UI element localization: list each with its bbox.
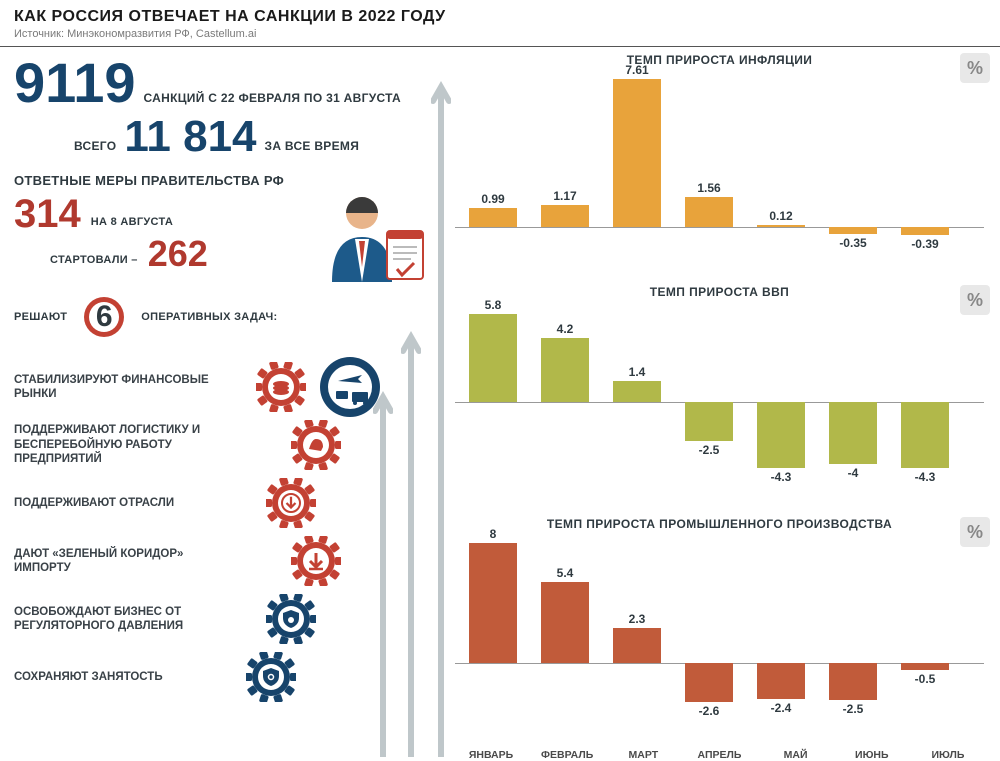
sanctions-period: САНКЦИЙ С 22 ФЕВРАЛЯ ПО 31 АВГУСТА [144,91,402,105]
arrow-icon [373,387,393,757]
bar-label: -2.4 [751,701,811,715]
month-label: МАРТ [609,749,677,761]
month-label: ЯНВАРЬ [457,749,525,761]
task-text: ПОДДЕРЖИВАЮТ ЛОГИСТИКУ И БЕСПЕРЕБОЙНУЮ Р… [14,423,214,466]
bar-label: -2.6 [679,704,739,718]
plot-area: 85.42.3-2.6-2.4-2.5-0.5 [455,535,984,715]
left-column: 9119 САНКЦИЙ С 22 ФЕВРАЛЯ ПО 31 АВГУСТА … [0,47,445,757]
gear-icon [266,478,316,528]
plot-area: 5.84.21.4-2.5-4.3-4-4.3 [455,303,984,483]
bar-label: -4.3 [895,470,955,484]
bar [541,205,589,228]
bar [757,663,805,699]
bar-label: 4.2 [535,322,595,336]
solve-right: ОПЕРАТИВНЫХ ЗАДАЧ: [141,311,277,323]
bar [685,663,733,702]
solve-left: РЕШАЮТ [14,311,67,323]
bar-label: -4.3 [751,470,811,484]
countermeasures-head: ОТВЕТНЫЕ МЕРЫ ПРАВИТЕЛЬСТВА РФ [14,173,437,188]
total-count: 11 814 [124,115,256,159]
chart: ТЕМП ПРИРОСТА ВВП%5.84.21.4-2.5-4.3-4-4.… [449,285,990,505]
bar-label: 7.61 [607,63,667,77]
charts-column: ТЕМП ПРИРОСТА ИНФЛЯЦИИ%0.991.177.611.560… [445,47,1000,757]
bar [829,227,877,234]
gear-icon [266,594,316,644]
gear-icon [291,536,341,586]
tasks-count: 6 [96,302,113,332]
gear-count-icon: 6 [77,290,131,344]
bar-label: -4 [823,466,883,480]
bar-label: -2.5 [679,443,739,457]
bar-label: 5.8 [463,298,523,312]
bar [469,314,517,403]
bar [685,197,733,228]
chart: ТЕМП ПРИРОСТА ПРОМЫШЛЕННОГО ПРОИЗВОДСТВА… [449,517,990,737]
bar-label: 2.3 [607,612,667,626]
bar-label: 8 [463,527,523,541]
month-label: ИЮНЬ [838,749,906,761]
total-label: ВСЕГО [74,139,116,153]
started-count: 262 [148,236,208,272]
bar [541,582,589,663]
task-text: ДАЮТ «ЗЕЛЕНЫЙ КОРИДОР» ИМПОРТУ [14,547,214,576]
x-axis-labels: ЯНВАРЬ ФЕВРАЛЬ МАРТ АПРЕЛЬ МАЙ ИЮНЬ ИЮЛЬ [449,749,990,761]
bar [901,227,949,235]
bar [685,402,733,440]
measures-as-of: НА 8 АВГУСТА [91,216,173,228]
bar-label: 1.4 [607,365,667,379]
measures-count: 314 [14,194,81,234]
chart-title: ТЕМП ПРИРОСТА ПРОМЫШЛЕННОГО ПРОИЗВОДСТВА [449,517,990,531]
month-label: АПРЕЛЬ [685,749,753,761]
plot-area: 0.991.177.611.560.12-0.35-0.39 [455,71,984,251]
task-text: СТАБИЛИЗИРУЮТ ФИНАНСОВЫЕ РЫНКИ [14,373,214,402]
bar [829,402,877,463]
bar-label: -0.39 [895,237,955,251]
task-text: СОХРАНЯЮТ ЗАНЯТОСТЬ [14,670,214,684]
month-label: ИЮЛЬ [914,749,982,761]
bar [469,543,517,663]
gear-icon [246,652,296,702]
total-suffix: ЗА ВСЕ ВРЕМЯ [265,139,360,153]
bar [541,338,589,402]
main: 9119 САНКЦИЙ С 22 ФЕВРАЛЯ ПО 31 АВГУСТА … [0,47,1000,757]
bar [829,663,877,701]
task-text: ОСВОБОЖДАЮТ БИЗНЕС ОТ РЕГУЛЯТОРНОГО ДАВЛ… [14,605,214,634]
official-icon [317,187,427,297]
chart-title: ТЕМП ПРИРОСТА ВВП [449,285,990,299]
bar-label: 1.17 [535,189,595,203]
source-label: Источник: Минэкономразвития РФ, Castellu… [14,28,990,40]
bar [901,402,949,468]
bar [757,402,805,468]
month-label: МАЙ [762,749,830,761]
bar-label: -0.5 [895,672,955,686]
bar [469,208,517,227]
header: КАК РОССИЯ ОТВЕЧАЕТ НА САНКЦИИ В 2022 ГО… [0,0,1000,42]
gear-icon [291,420,341,470]
bar [901,663,949,671]
chart-title: ТЕМП ПРИРОСТА ИНФЛЯЦИИ [449,53,990,67]
bar [613,381,661,402]
task-text: ПОДДЕРЖИВАЮТ ОТРАСЛИ [14,496,214,510]
bar-label: 0.12 [751,209,811,223]
bar-label: 1.56 [679,181,739,195]
bar-label: 0.99 [463,192,523,206]
chart: ТЕМП ПРИРОСТА ИНФЛЯЦИИ%0.991.177.611.560… [449,53,990,273]
bar-label: -2.5 [823,702,883,716]
started-label: СТАРТОВАЛИ – [50,254,138,266]
bar [613,628,661,663]
tasks-head-row: РЕШАЮТ 6 ОПЕРАТИВНЫХ ЗАДАЧ: [14,290,437,344]
arrow-icon [401,327,421,757]
bar-label: -0.35 [823,236,883,250]
sanctions-count: 9119 [14,55,136,111]
bar [757,225,805,227]
bar-label: 5.4 [535,566,595,580]
month-label: ФЕВРАЛЬ [533,749,601,761]
page-title: КАК РОССИЯ ОТВЕЧАЕТ НА САНКЦИИ В 2022 ГО… [14,8,990,26]
bar [613,79,661,228]
sanctions-block: 9119 САНКЦИЙ С 22 ФЕВРАЛЯ ПО 31 АВГУСТА … [14,55,437,159]
gear-icon [256,362,306,412]
